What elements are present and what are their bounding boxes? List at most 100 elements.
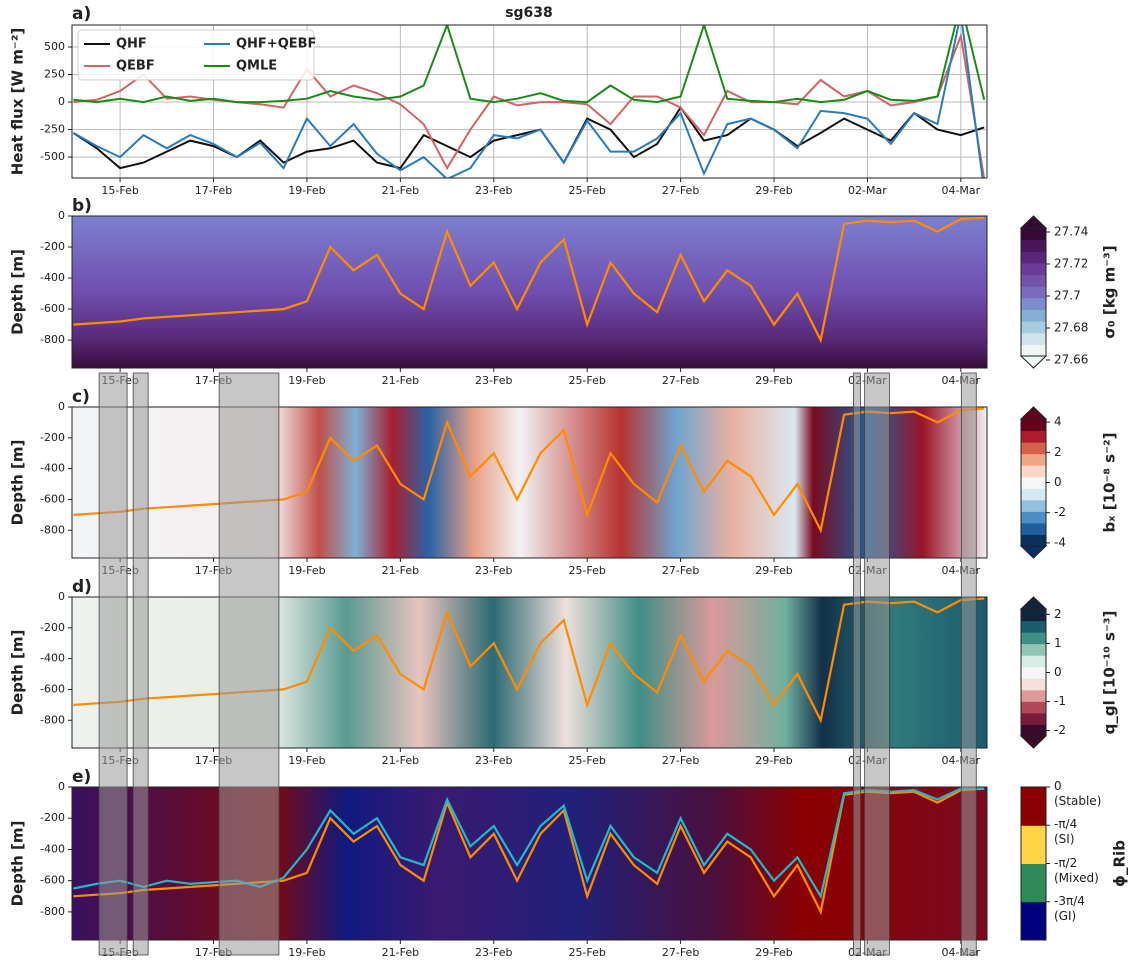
colorbar-swatch <box>1021 787 1046 826</box>
y-axis-label: Depth [m] <box>9 249 27 335</box>
colorbar-tick-label: 27.7 <box>1054 289 1081 303</box>
legend: QHF QEBF QHF+QEBF QMLE <box>77 29 316 81</box>
colorbar-swatch <box>1021 465 1046 478</box>
x-tick-label: 19-Feb <box>288 946 325 959</box>
colorbar-tick-label: -4 <box>1054 535 1066 549</box>
colorbar-swatch <box>1021 499 1046 512</box>
x-tick-label: 23-Feb <box>475 754 512 767</box>
y-axis-label: Depth [m] <box>9 821 27 907</box>
plot-area <box>72 25 986 178</box>
y-tick-label: -400 <box>40 462 65 475</box>
x-tick-label: 19-Feb <box>288 184 325 197</box>
series-line <box>72 25 984 178</box>
colorbar-swatch <box>1021 442 1046 455</box>
series-line <box>72 105 985 170</box>
y-axis-label: Depth [m] <box>9 440 27 526</box>
x-tick-label: 21-Feb <box>382 184 419 197</box>
plot-frame <box>71 215 988 369</box>
x-tick-label: 19-Feb <box>288 754 325 767</box>
y-tick-label: -800 <box>40 333 65 346</box>
colorbar-swatch <box>1021 689 1046 702</box>
y-tick-label: -800 <box>40 905 65 918</box>
x-tick-label: 02-Mar <box>848 184 887 197</box>
y-axis-label: Depth [m] <box>9 630 27 716</box>
colorbar-extend <box>1019 735 1048 749</box>
x-tick-label: 29-Feb <box>755 754 792 767</box>
excluded-period <box>960 372 977 956</box>
y-tick-label: -250 <box>40 123 65 136</box>
y-tick-label: 0 <box>58 95 65 108</box>
colorbar-tick-label: -2 <box>1054 723 1066 737</box>
legend-label: QHF+QEBF <box>236 37 316 52</box>
y-tick-label: -600 <box>40 492 65 505</box>
x-tick-label: 27-Feb <box>662 946 699 959</box>
plot-frame <box>71 596 988 749</box>
y-tick-label: 0 <box>58 400 65 413</box>
panel-label: d) <box>72 577 92 597</box>
x-tick-label: 15-Feb <box>101 184 138 197</box>
y-tick-label: -800 <box>40 523 65 536</box>
colorbar-extend <box>1019 406 1048 420</box>
colorbar-swatch <box>1021 901 1046 941</box>
colorbar-swatch <box>1021 344 1046 357</box>
colorbar-label: bₓ [10⁻⁸ s⁻²] <box>1101 433 1119 533</box>
colorbar-swatch <box>1021 678 1046 691</box>
x-tick-label: 21-Feb <box>382 946 419 959</box>
colorbar-tick-label: 2 <box>1054 445 1062 459</box>
x-tick-label: 25-Feb <box>568 946 605 959</box>
colorbar-label: σ₀ [kg m⁻³] <box>1101 245 1119 338</box>
series-line <box>73 25 986 104</box>
x-tick-label: 29-Feb <box>755 564 792 577</box>
field-background <box>72 597 987 748</box>
panel-label: a) <box>72 4 91 24</box>
y-tick-label: 250 <box>44 68 65 81</box>
plot-area <box>73 216 985 344</box>
x-tick-label: 17-Feb <box>195 184 232 197</box>
colorbar-extend <box>1019 355 1048 369</box>
colorbar-label: q_gl [10⁻¹⁰ s⁻³] <box>1101 611 1119 735</box>
y-tick-label: -800 <box>40 713 65 726</box>
y-tick-label: -400 <box>40 652 65 665</box>
series-line <box>73 216 985 344</box>
y-tick-label: -200 <box>40 240 65 253</box>
panel-label: c) <box>72 387 90 407</box>
y-axis-label: Heat flux [W m⁻²] <box>9 28 27 176</box>
y-tick-label: -400 <box>40 271 65 284</box>
legend-box <box>77 29 315 81</box>
x-tick-label: 27-Feb <box>662 754 699 767</box>
colorbar-swatch <box>1021 534 1046 547</box>
y-tick-label: -200 <box>40 431 65 444</box>
colorbar-swatch <box>1021 274 1046 287</box>
colorbar-swatch <box>1021 453 1046 466</box>
x-tick-label: 21-Feb <box>382 754 419 767</box>
y-tick-label: 0 <box>58 209 65 222</box>
x-tick-label: 19-Feb <box>288 374 325 387</box>
colorbar-swatch <box>1021 620 1046 633</box>
x-tick-label: 27-Feb <box>662 374 699 387</box>
colorbar-tick-label: -2 <box>1054 505 1066 519</box>
x-tick-label: 23-Feb <box>475 946 512 959</box>
colorbar-tick-label: 0 (Stable) <box>1054 779 1102 808</box>
y-tick-label: -400 <box>40 842 65 855</box>
legend-label: QMLE <box>236 59 277 74</box>
y-tick-label: -200 <box>40 621 65 634</box>
legend-label: QEBF <box>116 59 155 74</box>
y-tick-label: -200 <box>40 811 65 824</box>
colorbar-swatch <box>1021 511 1046 524</box>
x-tick-label: 27-Feb <box>662 564 699 577</box>
colorbar-swatch <box>1021 632 1046 645</box>
colorbar-tick-label: 27.66 <box>1054 353 1088 367</box>
y-tick-label: 0 <box>58 590 65 603</box>
colorbar-swatch <box>1021 666 1046 679</box>
chart-title: sg638 <box>505 5 553 21</box>
y-tick-label: 500 <box>44 40 65 53</box>
colorbar-swatch <box>1021 286 1046 299</box>
colorbar-swatch <box>1021 430 1046 443</box>
plot-frame <box>71 406 988 559</box>
x-tick-label: 25-Feb <box>568 754 605 767</box>
excluded-period <box>132 372 149 956</box>
colorbar-tick-label: 0 <box>1054 475 1062 489</box>
colorbar-swatch <box>1021 251 1046 264</box>
